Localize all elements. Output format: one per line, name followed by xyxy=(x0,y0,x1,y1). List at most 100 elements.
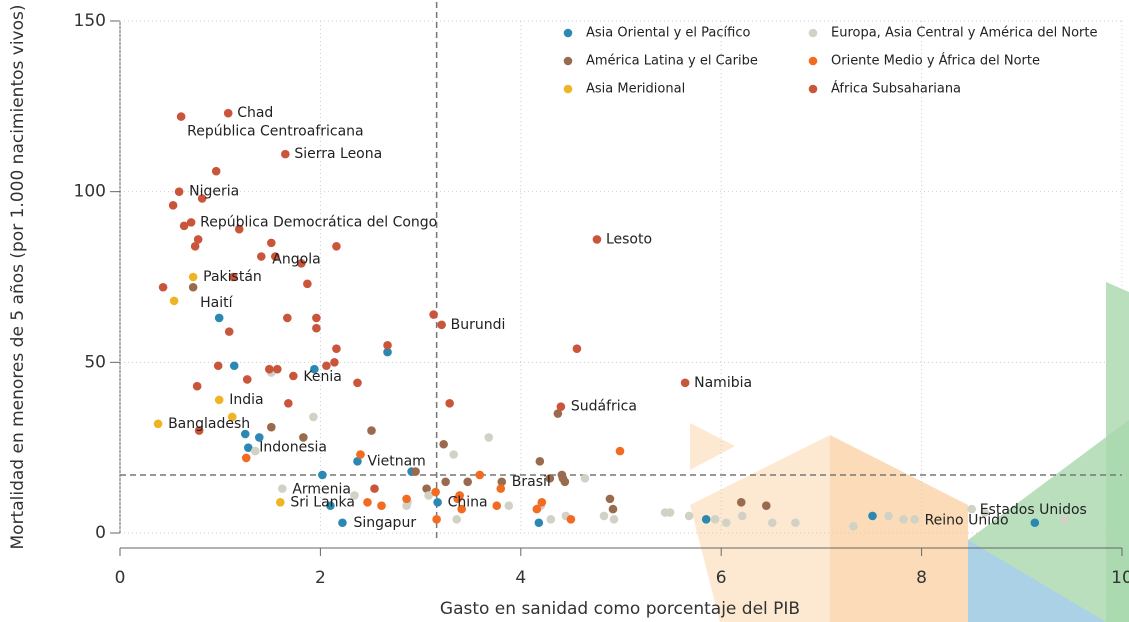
point xyxy=(227,412,237,422)
point xyxy=(153,419,163,429)
grid: 0 50 100 150 0 2 4 6 8 10 xyxy=(74,2,1129,588)
point xyxy=(309,412,318,422)
x-tick-label: 0 xyxy=(115,568,126,588)
point xyxy=(484,433,494,442)
point xyxy=(453,494,462,504)
point xyxy=(680,378,690,388)
point xyxy=(383,347,392,357)
point xyxy=(1060,515,1070,524)
point-label: Singapur xyxy=(353,515,416,531)
decoration xyxy=(690,282,1129,622)
point xyxy=(267,422,276,432)
point xyxy=(197,194,207,203)
point xyxy=(605,494,615,504)
point xyxy=(736,497,746,507)
point xyxy=(297,259,306,268)
point xyxy=(267,238,276,248)
point xyxy=(303,279,312,289)
point xyxy=(768,518,777,528)
point xyxy=(580,474,590,483)
point xyxy=(186,218,196,227)
point xyxy=(353,378,362,388)
point xyxy=(256,252,266,261)
point xyxy=(441,477,450,487)
point xyxy=(592,235,602,244)
y-tick-label: 150 xyxy=(74,11,106,31)
point-label: Reino Unido xyxy=(925,512,1009,528)
point-label: Namibia xyxy=(694,375,752,391)
point xyxy=(572,344,582,353)
x-tick-label: 4 xyxy=(515,568,526,588)
point xyxy=(264,364,274,374)
point-label: Chad xyxy=(237,105,273,121)
point xyxy=(532,504,542,514)
point xyxy=(424,491,433,500)
point-label: Pakistán xyxy=(203,269,262,285)
point xyxy=(899,515,908,524)
point xyxy=(411,467,420,476)
x-axis-title: Gasto en sanidad como porcentaje del PIB xyxy=(440,599,800,619)
point xyxy=(254,433,264,442)
point xyxy=(223,108,233,118)
point-label: Armenia xyxy=(292,482,351,498)
point xyxy=(312,313,321,323)
point xyxy=(496,484,506,493)
point-label: Sierra Leona xyxy=(294,146,382,162)
point xyxy=(214,395,224,405)
point xyxy=(271,252,280,261)
point xyxy=(338,518,347,528)
x-tick-label: 8 xyxy=(916,568,927,588)
point-label: República Democrática del Congo xyxy=(200,214,437,230)
point xyxy=(228,272,238,282)
decor-shape xyxy=(1106,282,1129,622)
point xyxy=(1030,518,1040,528)
point xyxy=(174,187,184,196)
point xyxy=(193,235,203,244)
point xyxy=(169,296,179,306)
point-label: Indonesia xyxy=(259,440,327,456)
legend-marker xyxy=(808,56,818,66)
point xyxy=(721,518,731,528)
point xyxy=(188,272,198,282)
point xyxy=(194,426,204,435)
point xyxy=(176,112,186,121)
y-tick-label: 0 xyxy=(95,523,106,543)
point xyxy=(546,515,556,524)
point xyxy=(284,398,293,408)
decor-shape xyxy=(830,435,968,622)
point xyxy=(422,484,431,493)
point xyxy=(452,515,461,524)
point xyxy=(179,221,189,231)
point-label: China xyxy=(448,494,488,510)
point xyxy=(234,224,244,234)
point xyxy=(556,402,566,412)
point xyxy=(449,450,458,459)
point-label: Vietnam xyxy=(367,453,425,469)
point xyxy=(665,508,675,517)
point xyxy=(463,477,472,487)
point-label: Angola xyxy=(272,252,320,268)
point xyxy=(609,515,619,524)
legend-marker xyxy=(563,84,573,94)
point xyxy=(475,470,485,480)
point xyxy=(190,241,200,251)
point xyxy=(168,201,178,210)
point xyxy=(370,484,379,493)
decor-shape xyxy=(968,540,1106,622)
legend-label: África Subsahariana xyxy=(831,81,961,97)
x-tick-label: 2 xyxy=(315,568,326,588)
point xyxy=(431,487,440,497)
point xyxy=(535,457,545,466)
point xyxy=(537,497,547,507)
point-label: Lesoto xyxy=(606,231,652,247)
legend-marker xyxy=(808,28,818,38)
point xyxy=(497,477,507,487)
point xyxy=(356,450,365,459)
legend-label: América Latina y el Caribe xyxy=(586,54,758,69)
point xyxy=(363,497,372,507)
y-tick-label: 50 xyxy=(84,352,106,372)
point xyxy=(445,398,454,408)
point xyxy=(560,477,570,487)
x-tick-label: 6 xyxy=(716,568,727,588)
